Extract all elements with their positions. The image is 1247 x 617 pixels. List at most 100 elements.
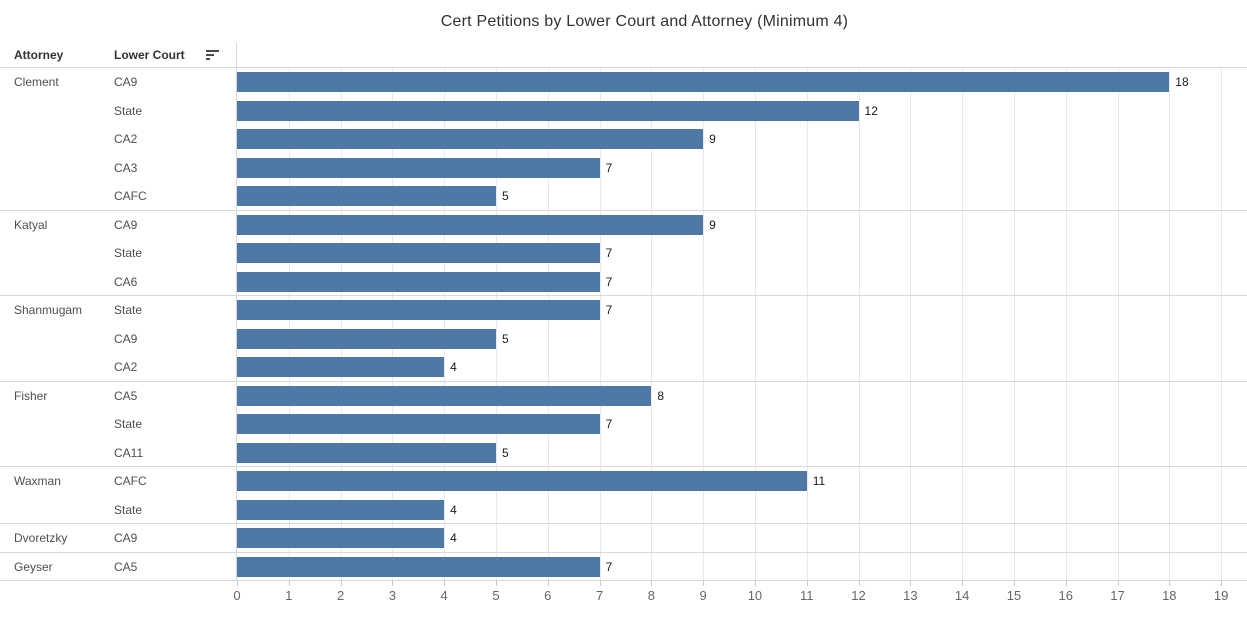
bar-value-label: 8 xyxy=(657,388,665,403)
gridline xyxy=(651,524,653,552)
attorney-group: Fisher CA5 State CA11 8 7 5 xyxy=(0,381,1247,467)
lower-court-label[interactable]: CA5 xyxy=(114,388,138,403)
gridline xyxy=(1117,524,1119,552)
gridline xyxy=(962,524,964,552)
lower-court-label[interactable]: State xyxy=(114,246,143,261)
bar-value-label: 5 xyxy=(501,445,509,460)
gridline xyxy=(651,467,653,523)
sort-descending-icon[interactable] xyxy=(206,50,220,60)
attorney-label[interactable]: Geyser xyxy=(14,559,53,574)
gridline xyxy=(858,296,860,381)
bar-row: 4 xyxy=(237,524,1247,552)
lower-court-label[interactable]: State xyxy=(114,103,143,118)
gridline xyxy=(910,68,912,210)
bar-geyser-ca5[interactable] xyxy=(237,556,600,577)
group-label-column: Dvoretzky CA9 xyxy=(0,524,237,552)
axis-tick xyxy=(392,581,394,586)
lower-court-label[interactable]: CA11 xyxy=(114,445,144,460)
gridline xyxy=(806,524,808,552)
gridline xyxy=(754,68,756,210)
bar-value-label: 4 xyxy=(450,360,457,375)
bar-shanmugam-ca9[interactable] xyxy=(237,328,496,349)
axis-tick xyxy=(495,581,497,586)
axis-tick xyxy=(1117,581,1119,586)
axis-tick-label: 8 xyxy=(647,588,655,603)
gridline xyxy=(1065,296,1067,381)
gridline xyxy=(547,296,549,381)
gridline xyxy=(910,296,912,381)
lower-court-label[interactable]: CA2 xyxy=(114,360,138,375)
lower-court-label[interactable]: State xyxy=(114,417,143,432)
attorney-label[interactable]: Dvoretzky xyxy=(14,531,68,546)
attorney-label[interactable]: Katyal xyxy=(14,217,48,232)
gridline xyxy=(1169,467,1171,523)
bar-clement-state[interactable] xyxy=(237,100,859,121)
bar-clement-ca3[interactable] xyxy=(237,157,600,178)
gridline xyxy=(1013,524,1015,552)
lower-court-label[interactable]: CAFC xyxy=(114,189,147,204)
attorney-label[interactable]: Fisher xyxy=(14,388,48,403)
axis-spacer xyxy=(0,581,237,617)
gridline xyxy=(1221,552,1223,580)
gridline xyxy=(962,296,964,381)
bar-value-label: 7 xyxy=(605,246,613,261)
bar-dvoretzky-ca9[interactable] xyxy=(237,528,445,549)
bar-katyal-state[interactable] xyxy=(237,243,600,264)
lower-court-label[interactable]: CAFC xyxy=(114,474,147,489)
bar-shanmugam-ca2[interactable] xyxy=(237,357,445,378)
lower-court-label[interactable]: State xyxy=(114,502,143,517)
axis-tick-label: 10 xyxy=(747,588,763,603)
bar-katyal-ca9[interactable] xyxy=(237,214,704,235)
bar-shanmugam-state[interactable] xyxy=(237,300,600,321)
attorney-column-header[interactable]: Attorney xyxy=(14,48,64,62)
bar-waxman-cafc[interactable] xyxy=(237,471,807,492)
bar-clement-cafc[interactable] xyxy=(237,186,496,207)
lower-court-label[interactable]: CA6 xyxy=(114,274,138,289)
bar-value-label: 11 xyxy=(812,474,826,489)
attorney-group: Waxman CAFC State 11 4 xyxy=(0,467,1247,524)
attorney-label[interactable]: Clement xyxy=(14,75,59,90)
group-plot-area: 18 12 9 7 5 xyxy=(237,68,1247,210)
lower-court-label[interactable]: CA9 xyxy=(114,75,138,90)
bar-fisher-ca11[interactable] xyxy=(237,442,496,463)
gridline xyxy=(910,381,912,466)
bar-value-label: 18 xyxy=(1175,75,1189,90)
lower-court-label[interactable]: CA5 xyxy=(114,559,138,574)
gridlines xyxy=(237,467,1247,523)
gridline xyxy=(703,552,705,580)
axis-tick-label: 9 xyxy=(699,588,707,603)
bar-fisher-state[interactable] xyxy=(237,414,600,435)
lower-court-label[interactable]: State xyxy=(114,303,143,318)
lower-court-label[interactable]: CA3 xyxy=(114,160,138,175)
gridline xyxy=(1221,68,1223,210)
bar-waxman-state[interactable] xyxy=(237,499,445,520)
lower-court-column-header[interactable]: Lower Court xyxy=(114,48,185,62)
gridline xyxy=(754,210,756,295)
gridline xyxy=(288,467,290,523)
axis-tick-label: 12 xyxy=(851,588,866,603)
gridline xyxy=(1221,467,1223,523)
bar-clement-ca9[interactable] xyxy=(237,72,1170,93)
bar-fisher-ca5[interactable] xyxy=(237,385,652,406)
gridline xyxy=(651,210,653,295)
lower-court-label[interactable]: CA9 xyxy=(114,217,138,232)
gridline xyxy=(1065,210,1067,295)
bar-clement-ca2[interactable] xyxy=(237,129,704,150)
axis-tick-label: 14 xyxy=(954,588,970,603)
bar-value-label: 7 xyxy=(605,303,613,318)
bar-value-label: 9 xyxy=(709,132,716,147)
lower-court-label[interactable]: CA9 xyxy=(114,331,138,346)
attorney-label[interactable]: Shanmugam xyxy=(14,303,83,318)
axis-tick-label: 7 xyxy=(595,588,604,603)
bar-katyal-ca6[interactable] xyxy=(237,271,600,292)
gridline xyxy=(495,296,497,381)
lower-court-label[interactable]: CA9 xyxy=(114,531,138,546)
lower-court-label[interactable]: CA2 xyxy=(114,132,138,147)
axis-tick xyxy=(858,581,860,586)
gridline xyxy=(703,210,705,295)
axis-tick xyxy=(237,581,238,586)
attorney-label[interactable]: Waxman xyxy=(14,474,61,489)
bar-value-label: 5 xyxy=(501,189,509,204)
gridline xyxy=(1117,210,1119,295)
bar-row: 5 xyxy=(237,439,1247,467)
